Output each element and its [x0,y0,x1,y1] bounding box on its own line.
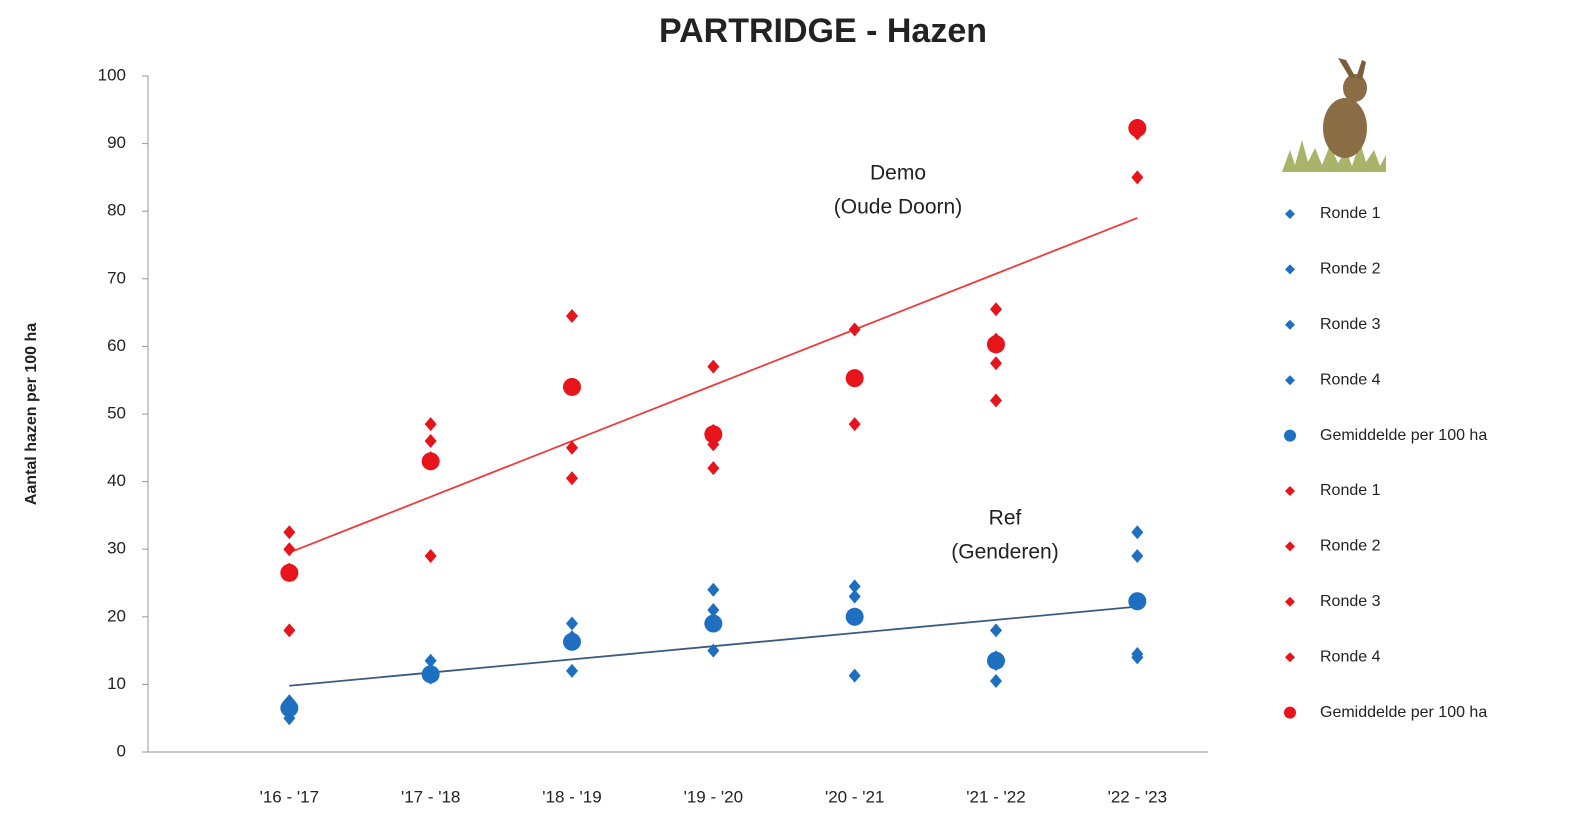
annotation: (Oude Doorn) [834,196,962,219]
legend-marker [1285,652,1295,663]
point [990,674,1002,689]
point [704,425,723,444]
point [990,302,1002,317]
x-tick-label: '19 - '20 [684,787,743,806]
legend-marker [1285,375,1295,386]
point [987,651,1005,670]
legend-label: Gemiddelde per 100 ha [1320,427,1487,444]
point [280,563,299,582]
point [707,643,720,658]
legend-label: Ronde 4 [1320,371,1381,388]
point [421,665,440,684]
legend-marker [1285,319,1295,330]
point [704,614,723,633]
point [848,589,861,604]
x-tick-label: '20 - '21 [825,787,884,806]
point [424,653,437,668]
legend-label: Ronde 4 [1320,648,1381,665]
point [283,542,296,557]
point [566,616,578,631]
point [845,369,864,388]
y-tick-label: 90 [107,133,126,152]
point [424,548,437,563]
trendline [289,217,1138,554]
point [707,461,720,476]
annotation: Ref [989,507,1022,530]
point [283,623,296,638]
legend-label: Ronde 3 [1320,593,1381,610]
y-tick-label: 10 [107,674,126,693]
point [421,452,440,471]
legend-marker [1285,596,1295,607]
legend-label: Ronde 1 [1320,205,1381,222]
point [848,417,861,432]
point [566,308,578,323]
x-tick-label: '17 - '18 [401,787,460,806]
legend-label: Ronde 2 [1320,538,1381,555]
point [1128,592,1147,611]
point [1131,170,1144,185]
point [707,582,720,597]
x-tick-label: '16 - '17 [260,787,319,806]
legend-marker [1284,706,1296,719]
legend-label: Ronde 1 [1320,482,1381,499]
hare-icon [1282,58,1386,172]
point [563,632,581,651]
point [283,525,296,540]
legend-marker [1285,209,1295,219]
point [566,471,578,486]
legend-marker [1285,486,1295,496]
point [707,359,720,374]
y-tick-label: 50 [107,403,126,422]
point [707,603,720,618]
legend-label: Ronde 3 [1320,316,1381,333]
annotation: (Genderen) [951,541,1058,564]
x-tick-label: '21 - '22 [966,787,1025,806]
y-tick-label: 0 [117,741,126,760]
point [1131,548,1144,563]
point [566,663,578,678]
point [566,440,578,455]
point [1128,119,1147,138]
point [990,393,1002,408]
point [424,434,437,449]
y-tick-label: 80 [107,201,126,220]
point [990,356,1002,371]
y-tick-label: 40 [107,471,126,490]
point [848,668,861,683]
point [563,377,581,396]
x-tick-label: '18 - '19 [542,787,601,806]
y-tick-label: 60 [107,336,126,355]
point [845,607,864,626]
annotation: Demo [870,162,926,185]
legend-marker [1285,264,1295,275]
point [990,623,1002,638]
y-tick-label: 100 [98,65,126,84]
chart-title: PARTRIDGE - Hazen [659,12,987,50]
legend-label: Gemiddelde per 100 ha [1320,704,1487,721]
legend-marker [1284,429,1296,442]
legend-label: Ronde 2 [1320,261,1381,278]
point [987,335,1005,354]
point [1131,525,1144,540]
y-tick-label: 30 [107,539,126,558]
x-tick-label: '22 - '23 [1108,787,1167,806]
point [424,417,437,432]
y-axis-label: Aantal hazen per 100 ha [23,323,40,505]
y-tick-label: 20 [107,606,126,625]
point [848,322,861,337]
point [848,579,861,594]
legend-marker [1285,541,1295,552]
point [1131,646,1144,661]
y-tick-label: 70 [107,268,126,287]
point [280,699,299,718]
